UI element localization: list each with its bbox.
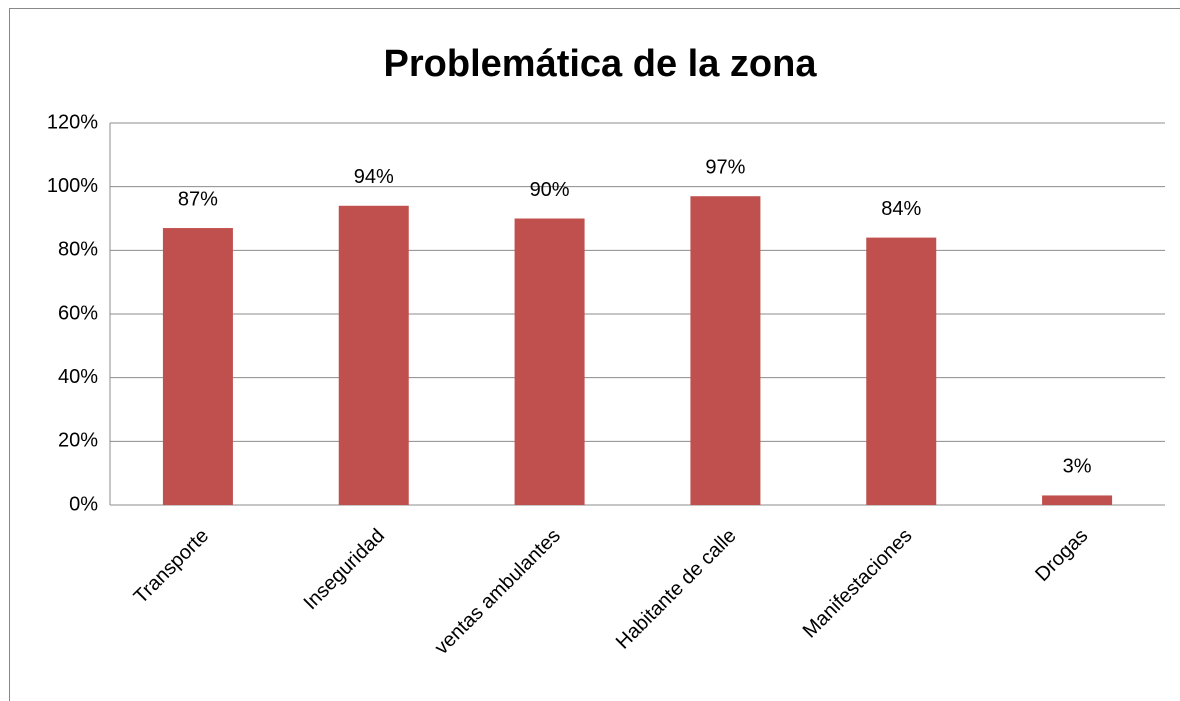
bar <box>690 196 761 505</box>
bar <box>162 228 233 506</box>
bar <box>514 218 585 505</box>
bar <box>866 237 937 505</box>
y-tick-label: 40% <box>58 366 98 388</box>
chart-title: Problemática de la zona <box>384 43 818 85</box>
y-tick-label: 80% <box>58 239 98 261</box>
data-label: 3% <box>1063 456 1092 478</box>
bar <box>338 205 409 505</box>
data-label: 84% <box>881 198 921 220</box>
data-label: 94% <box>354 166 394 188</box>
data-label: 87% <box>178 188 218 210</box>
y-tick-label: 60% <box>58 302 98 324</box>
y-tick-label: 20% <box>58 430 98 452</box>
data-label: 90% <box>530 179 570 201</box>
y-tick-label: 0% <box>69 493 98 515</box>
y-tick-label: 100% <box>47 175 98 197</box>
bar <box>1042 495 1113 505</box>
data-label: 97% <box>705 156 745 178</box>
y-tick-label: 120% <box>47 111 98 133</box>
